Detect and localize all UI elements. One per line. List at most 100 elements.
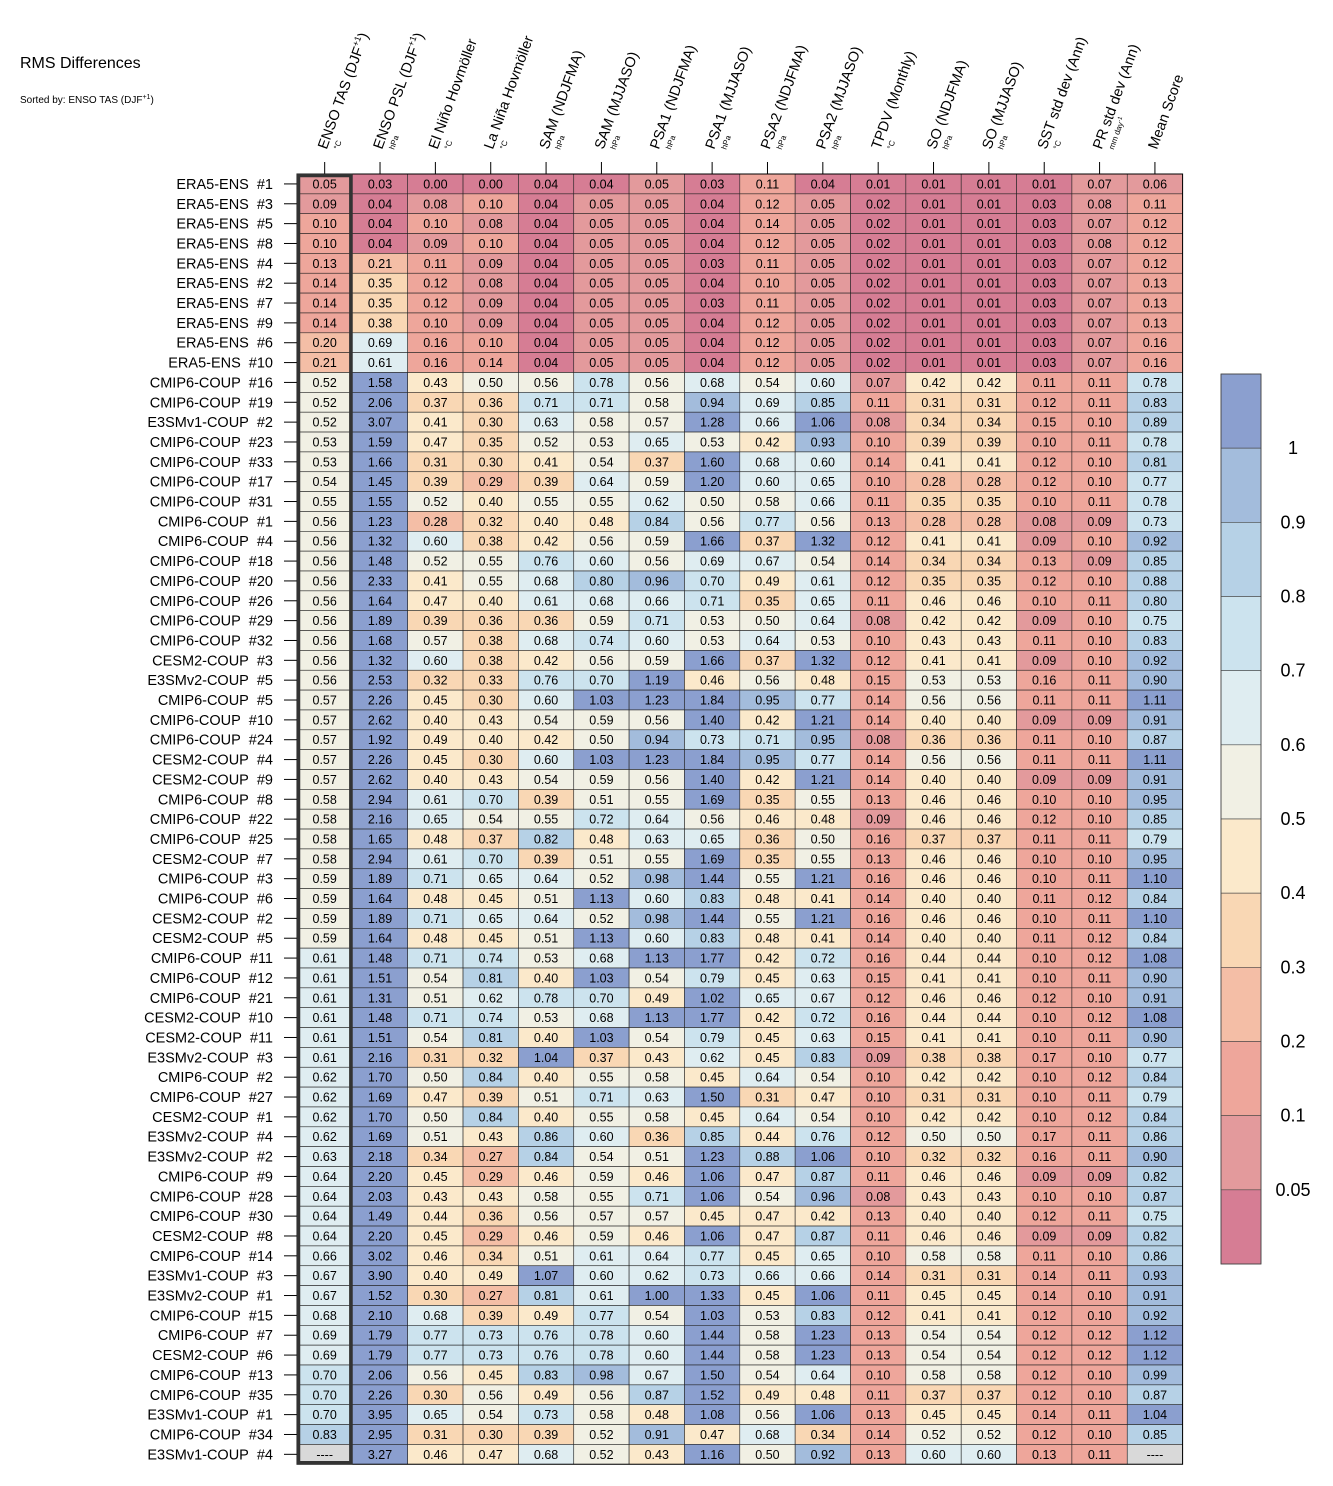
column-header: ENSO TAS (DJF+1) (314, 30, 373, 151)
cell-value: 0.45 (423, 1229, 447, 1243)
cell-value: 0.05 (589, 297, 613, 311)
cell-value: 0.84 (1143, 892, 1167, 906)
cell-value: 0.64 (755, 1110, 779, 1124)
cell-value: 0.08 (866, 416, 890, 430)
column-unit-text: °C (1052, 139, 1064, 151)
cell-value: 0.14 (1032, 1408, 1056, 1422)
cell-value: 0.59 (589, 614, 613, 628)
cell-value: 0.64 (313, 1229, 337, 1243)
cell-value: 0.08 (1032, 515, 1056, 529)
cell-value: 1.40 (700, 773, 724, 787)
cell-value: 0.05 (645, 277, 669, 291)
row-label-id: #1 (257, 1408, 273, 1424)
cell-value: 0.74 (479, 952, 503, 966)
cell-value: 0.61 (313, 1051, 337, 1065)
cell-value: 0.42 (921, 376, 945, 390)
cell-value: 0.96 (645, 574, 669, 588)
cell-value: 0.59 (589, 713, 613, 727)
cell-value: 0.54 (921, 1349, 945, 1363)
row-label-id: #4 (257, 1130, 273, 1146)
row-label-name: CMIP6-COUP (158, 1169, 249, 1185)
cell-value: 0.65 (700, 832, 724, 846)
row-label: ERA5-ENS #4 (176, 256, 273, 272)
cell-value: 0.13 (1143, 277, 1167, 291)
cell-value: 0.16 (1032, 1150, 1056, 1164)
cell-value: 0.58 (313, 793, 337, 807)
cell-value: 0.42 (921, 1110, 945, 1124)
cell-value: 0.64 (313, 1210, 337, 1224)
cell-value: 0.46 (921, 912, 945, 926)
cell-value: 0.56 (755, 1408, 779, 1422)
cell-value: 0.40 (479, 495, 503, 509)
cell-value: 0.56 (755, 674, 779, 688)
cell-value: 0.09 (866, 813, 890, 827)
column-name: ENSO PSL (DJF (371, 45, 423, 152)
cell-value: 0.80 (1143, 594, 1167, 608)
cell-value: 0.91 (1143, 991, 1167, 1005)
cell-value: 0.42 (755, 952, 779, 966)
cell-value: 0.69 (313, 1329, 337, 1343)
colorbar-tick-label: 0.3 (1280, 957, 1305, 977)
cell-value: 0.41 (921, 1309, 945, 1323)
cell-value: 0.83 (1143, 396, 1167, 410)
colorbar-tick-label: 0.1 (1280, 1106, 1305, 1126)
row-label: CMIP6-COUP #11 (151, 951, 273, 967)
cell-value: 0.09 (423, 237, 447, 251)
cell-value: 1.13 (645, 952, 669, 966)
cell-value: 0.09 (1087, 1229, 1111, 1243)
row-label-id: #10 (249, 356, 273, 372)
cell-value: 0.46 (921, 852, 945, 866)
cell-value: 0.04 (534, 197, 558, 211)
cell-value: 0.84 (1143, 932, 1167, 946)
row-label-name: E3SMv1-COUP (147, 1408, 249, 1424)
cell-value: 0.35 (921, 495, 945, 509)
cell-value: 1.06 (811, 1408, 835, 1422)
cell-value: 0.43 (977, 634, 1001, 648)
cell-value: 0.77 (1143, 475, 1167, 489)
row-label-name: CMIP6-COUP (150, 1189, 241, 1205)
row-label-id: #8 (257, 792, 273, 808)
cell-value: 0.12 (1032, 1210, 1056, 1224)
cell-value: 0.79 (700, 1031, 724, 1045)
cell-value: 0.09 (479, 257, 503, 271)
cell-value: 0.63 (645, 1091, 669, 1105)
cell-value: 1.31 (368, 991, 392, 1005)
cell-value: 0.10 (1087, 614, 1111, 628)
cell-value: 0.10 (1087, 1309, 1111, 1323)
cell-value: 0.33 (479, 674, 503, 688)
cell-value: 0.10 (866, 1150, 890, 1164)
row-label: CESM2-COUP #3 (152, 653, 273, 669)
cell-value: 0.79 (700, 971, 724, 985)
cell-value: 0.61 (313, 1011, 337, 1025)
cell-value: 0.61 (313, 991, 337, 1005)
cell-value: 0.83 (534, 1368, 558, 1382)
cell-value: 1.28 (700, 416, 724, 430)
cell-value: 0.50 (423, 1071, 447, 1085)
cell-value: 0.47 (755, 1210, 779, 1224)
cell-value: 1.10 (1143, 872, 1167, 886)
cell-value: 0.09 (1032, 773, 1056, 787)
cell-value: 0.53 (977, 674, 1001, 688)
cell-value: 0.66 (811, 1269, 835, 1283)
cell-value: 0.05 (811, 197, 835, 211)
cell-value: 0.36 (479, 614, 503, 628)
cell-value: 0.10 (1032, 1031, 1056, 1045)
cell-value: 0.52 (313, 376, 337, 390)
cell-value: 0.04 (534, 257, 558, 271)
cell-value: 0.04 (589, 177, 613, 191)
cell-value: 0.54 (977, 1329, 1001, 1343)
colorbar-bin (1220, 1189, 1262, 1265)
cell-value: 0.62 (700, 1051, 724, 1065)
row-label-id: #19 (249, 395, 273, 411)
cell-value: 0.65 (479, 912, 503, 926)
cell-value: 0.05 (589, 237, 613, 251)
cell-value: 0.10 (1087, 1289, 1111, 1303)
cell-value: 0.09 (1087, 515, 1111, 529)
cell-value: 0.56 (977, 753, 1001, 767)
cell-value: 0.84 (479, 1071, 503, 1085)
cell-value: 2.10 (368, 1309, 392, 1323)
cell-value: 0.87 (811, 1170, 835, 1184)
cell-value: 0.36 (977, 733, 1001, 747)
row-label-id: #3 (257, 1050, 273, 1066)
cell-value: 0.58 (755, 1329, 779, 1343)
